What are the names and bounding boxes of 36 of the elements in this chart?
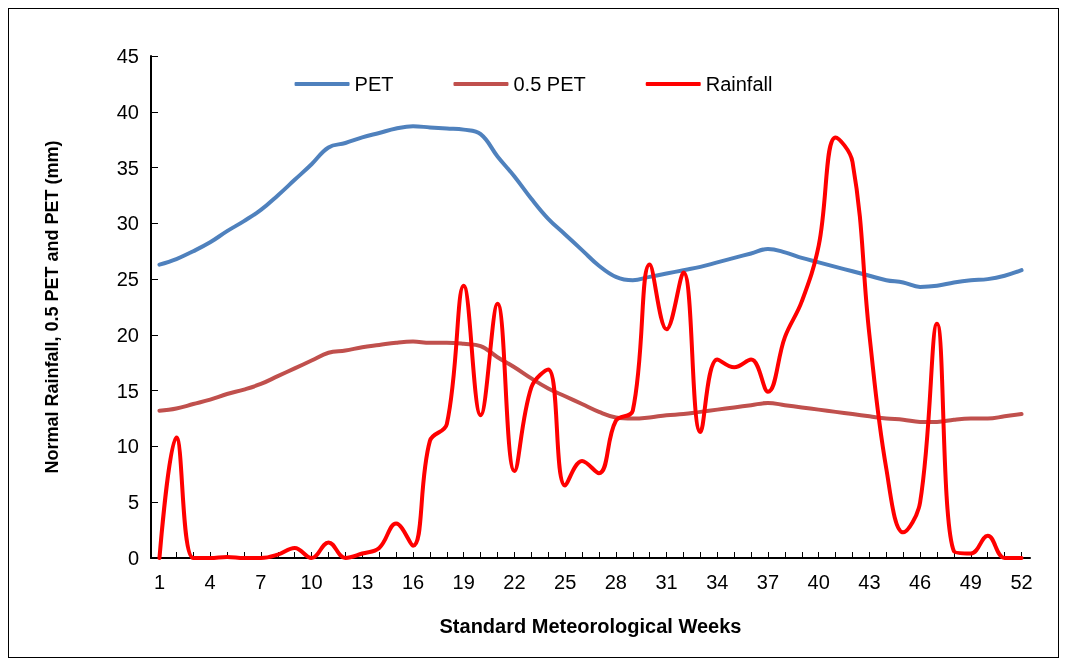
- x-tick-label: 52: [1010, 571, 1033, 593]
- x-tick-label: 7: [255, 571, 267, 593]
- y-tick-label: 30: [116, 212, 139, 235]
- x-tick-label: 16: [401, 571, 425, 593]
- legend-label: PET: [354, 73, 394, 95]
- x-tick-label: 4: [204, 571, 216, 593]
- y-tick-label: 40: [116, 100, 139, 123]
- x-tick-label: 1: [153, 571, 166, 593]
- x-tick-label: 25: [554, 571, 577, 593]
- x-tick-label: 31: [655, 571, 678, 593]
- y-tick-label: 35: [116, 156, 139, 179]
- x-tick-label: 19: [452, 571, 475, 593]
- x-axis-title: Standard Meteorological Weeks: [439, 615, 742, 637]
- y-tick-label: 25: [116, 268, 139, 291]
- x-tick-label: 37: [756, 571, 780, 593]
- x-tick-label: 46: [909, 571, 932, 593]
- y-tick-label: 15: [116, 379, 139, 402]
- x-tick-label: 34: [706, 571, 729, 593]
- y-tick-label: 0: [127, 547, 139, 569]
- x-tick-label: 22: [503, 571, 526, 593]
- legend-label: Rainfall: [705, 73, 773, 95]
- y-tick-label: 20: [116, 323, 139, 346]
- legend-label: 0.5 PET: [513, 73, 586, 95]
- y-tick-label: 45: [116, 45, 139, 67]
- line-series: [157, 135, 1024, 560]
- x-tick-label: 13: [351, 571, 374, 593]
- x-tick-label: 28: [604, 571, 627, 593]
- y-tick-label: 5: [127, 491, 139, 514]
- y-axis-title: Normal Rainfall, 0.5 PET and PET (mm): [42, 140, 62, 474]
- x-tick-label: 10: [300, 571, 323, 593]
- y-tick-label: 10: [116, 435, 139, 458]
- line-series: [157, 124, 1024, 289]
- line-series: [157, 339, 1024, 424]
- x-tick-label: 40: [807, 571, 830, 593]
- x-tick-label: 49: [959, 571, 982, 593]
- x-tick-label: 43: [858, 571, 881, 593]
